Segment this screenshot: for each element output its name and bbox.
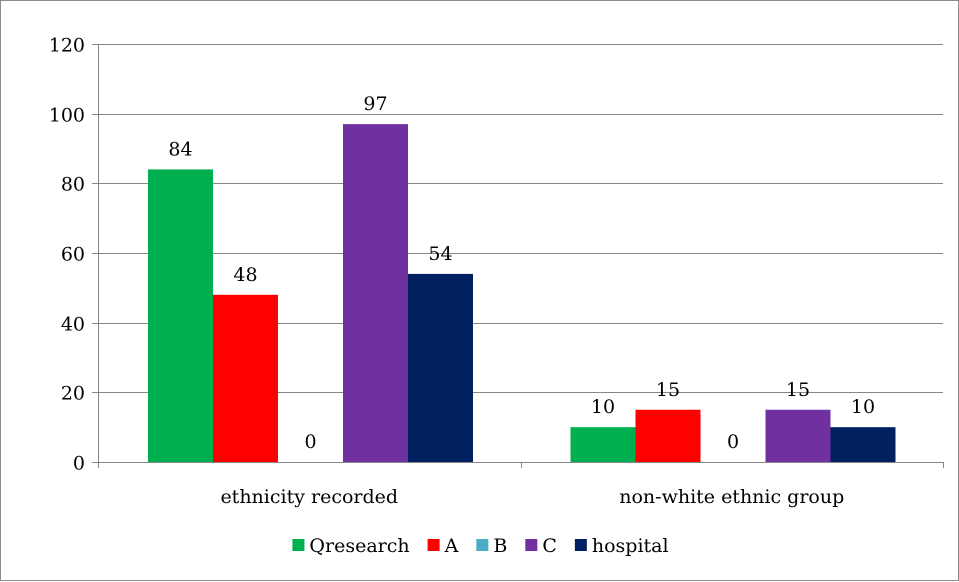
- bar-qresearch-0: [148, 169, 213, 462]
- legend-swatch: [292, 539, 305, 551]
- y-tick-label: 0: [73, 453, 85, 475]
- y-tick-label: 100: [49, 105, 85, 127]
- bars: [148, 124, 896, 462]
- bar-qresearch-1: [570, 427, 636, 462]
- legend-swatch: [427, 539, 440, 551]
- bar-hospital-1: [830, 427, 896, 462]
- legend-swatch: [574, 539, 587, 551]
- y-tick-label: 40: [61, 314, 85, 336]
- legend-swatch: [476, 539, 489, 551]
- data-label: 15: [656, 379, 680, 401]
- y-axis: 0 20 40 60 80 100 120: [49, 35, 99, 475]
- x-category-label: non-white ethnic group: [619, 486, 844, 508]
- y-tick-label: 80: [61, 174, 85, 196]
- legend-item-qresearch: Qresearch: [292, 535, 410, 557]
- bar-a-0: [213, 294, 278, 462]
- legend-label: Qresearch: [309, 535, 409, 557]
- data-label: 97: [363, 93, 387, 115]
- x-category-label: ethnicity recorded: [220, 486, 398, 508]
- legend-label: hospital: [592, 535, 669, 557]
- legend-item-b: B: [476, 535, 507, 557]
- y-tick-label: 120: [49, 35, 85, 57]
- bar-hospital-0: [408, 273, 473, 462]
- data-label: 10: [591, 396, 615, 418]
- data-label: 0: [304, 431, 316, 453]
- y-tick-label: 60: [61, 244, 85, 266]
- data-label: 84: [168, 138, 192, 160]
- data-labels: 84 10 48 15 0 0 97 15 54 10: [168, 93, 875, 453]
- data-label: 15: [786, 379, 810, 401]
- x-axis: ethnicity recorded non-white ethnic group: [98, 462, 944, 508]
- legend-swatch: [525, 539, 538, 551]
- bar-c-1: [765, 409, 831, 462]
- y-tick-label: 20: [61, 383, 85, 405]
- legend-item-a: A: [427, 535, 459, 557]
- data-label: 0: [727, 431, 739, 453]
- legend-item-c: C: [525, 535, 557, 557]
- legend-label: B: [493, 535, 507, 557]
- data-label: 10: [851, 396, 875, 418]
- legend-label: C: [542, 535, 557, 557]
- legend-item-hospital: hospital: [574, 535, 669, 557]
- bar-a-1: [635, 409, 701, 462]
- data-label: 48: [233, 264, 257, 286]
- legend-label: A: [444, 535, 459, 557]
- data-label: 54: [428, 243, 452, 265]
- bar-c-0: [343, 124, 408, 462]
